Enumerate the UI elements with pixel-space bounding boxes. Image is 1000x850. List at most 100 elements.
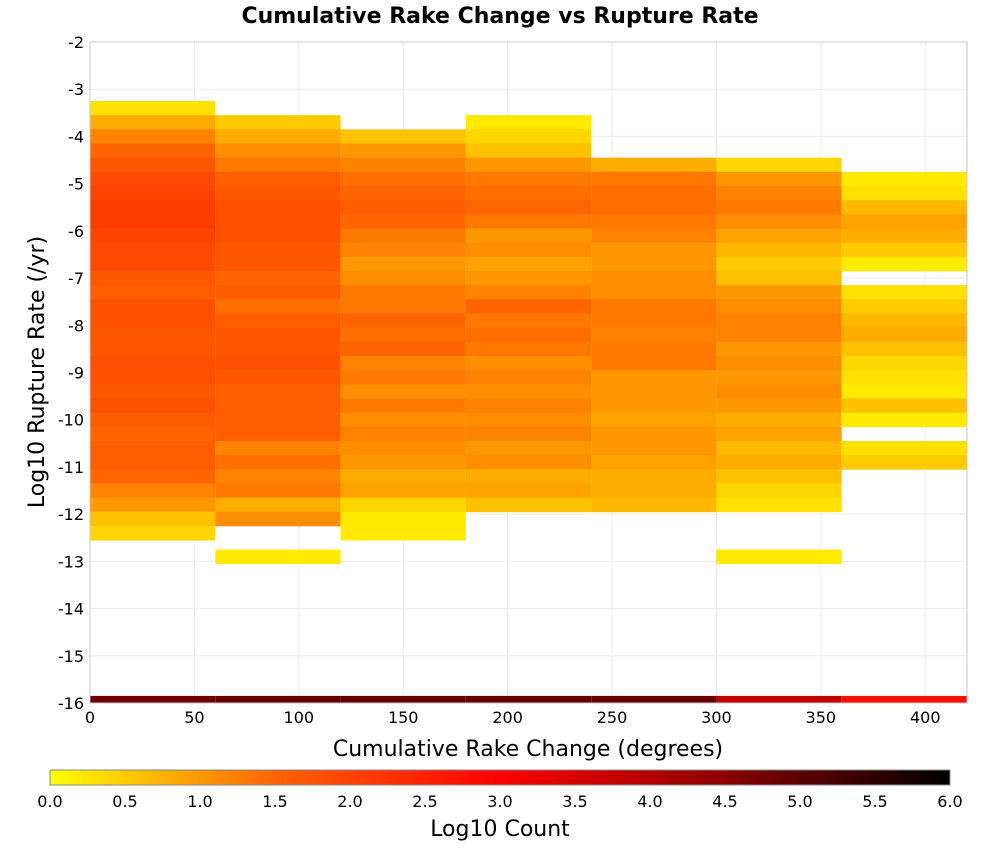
heatmap-cell	[215, 469, 341, 484]
heatmap-cell	[215, 370, 341, 385]
y-tick-label: -4	[68, 127, 84, 146]
heatmap-cell	[215, 313, 341, 329]
heatmap-cell	[841, 327, 967, 343]
heatmap-cell	[340, 384, 466, 399]
heatmap-cell	[465, 341, 592, 357]
heatmap-cell	[465, 370, 592, 385]
heatmap-cell	[465, 242, 592, 258]
colorbar-label: Log10 Count	[430, 817, 570, 842]
heatmap-cell	[591, 355, 717, 371]
colorbar-tick-label: 2.5	[412, 792, 437, 811]
heatmap-cell	[90, 455, 216, 470]
heatmap-cell	[591, 412, 717, 428]
heatmap-cell	[841, 214, 967, 229]
heatmap-cell	[215, 129, 341, 144]
heatmap-cell	[841, 242, 967, 258]
colorbar-tick-label: 4.0	[637, 792, 662, 811]
colorbar-tick-label: 1.0	[187, 792, 212, 811]
heatmap-cell	[841, 398, 967, 414]
heatmap-cell	[716, 313, 842, 329]
heatmap-cell	[591, 483, 717, 499]
heatmap-cell	[90, 412, 216, 428]
heatmap-cell	[716, 270, 842, 286]
heatmap-cell	[340, 412, 466, 428]
heatmap-cell	[716, 186, 842, 201]
heatmap-cell	[215, 549, 341, 565]
y-tick-label: -8	[68, 316, 84, 335]
heatmap-cell	[465, 214, 592, 229]
y-tick-label: -12	[58, 505, 84, 524]
heatmap-cell	[215, 398, 341, 414]
heatmap-cell	[465, 200, 592, 215]
x-tick-label: 350	[806, 708, 837, 727]
heatmap-cell	[716, 242, 842, 258]
heatmap-cell	[90, 256, 216, 272]
heatmap-cell	[716, 370, 842, 385]
heatmap-cell	[465, 327, 592, 343]
heatmap-cell	[591, 695, 717, 704]
heatmap-cell	[716, 695, 842, 704]
x-tick-label: 400	[910, 708, 941, 727]
heatmap-cell	[340, 341, 466, 357]
heatmap-cell	[90, 440, 216, 456]
heatmap-cell	[591, 171, 717, 187]
heatmap-cell	[465, 299, 592, 314]
heatmap-cell	[340, 355, 466, 371]
heatmap-cell	[215, 256, 341, 272]
heatmap-cell	[591, 497, 717, 513]
heatmap-cell	[340, 469, 466, 484]
heatmap-cell	[716, 157, 842, 173]
heatmap-cell	[340, 497, 466, 513]
heatmap-cell	[591, 228, 717, 244]
colorbar-tick-label: 0.0	[37, 792, 62, 811]
heatmap-cell	[90, 242, 216, 258]
heatmap-cell	[716, 426, 842, 442]
heatmap-cell	[716, 200, 842, 215]
heatmap-cell	[841, 313, 967, 329]
colorbar	[49, 769, 951, 786]
heatmap-cell	[716, 412, 842, 428]
heatmap-cell	[90, 299, 216, 314]
heatmap-cell	[90, 695, 216, 704]
colorbar-tick-label: 0.5	[112, 792, 137, 811]
heatmap-cell	[340, 525, 466, 541]
heatmap-cell	[90, 426, 216, 442]
heatmap-cell	[591, 285, 717, 300]
heatmap-cell	[90, 270, 216, 286]
heatmap-cell	[465, 483, 592, 499]
heatmap-cell	[340, 299, 466, 314]
colorbar-tick-label: 5.5	[862, 792, 887, 811]
heatmap-cell	[465, 313, 592, 329]
heatmap-cell	[716, 256, 842, 272]
heatmap-cell	[716, 398, 842, 414]
heatmap-cell	[90, 157, 216, 173]
heatmap-cell	[340, 455, 466, 470]
heatmap-cell	[215, 270, 341, 286]
y-tick-label: -9	[68, 364, 84, 383]
heatmap-cell	[215, 171, 341, 187]
heatmap-cell	[841, 228, 967, 244]
heatmap-cell	[841, 186, 967, 201]
heatmap-cell	[215, 497, 341, 513]
y-tick-label: -2	[68, 33, 84, 52]
heatmap-cell	[340, 270, 466, 286]
heatmap-cell	[465, 186, 592, 201]
heatmap-cells	[90, 101, 967, 704]
heatmap-cell	[465, 285, 592, 300]
x-tick-label: 0	[85, 708, 95, 727]
x-tick-label: 50	[184, 708, 204, 727]
heatmap-cell	[465, 426, 592, 442]
heatmap-cell	[591, 426, 717, 442]
heatmap-cell	[841, 455, 967, 470]
heatmap-cell	[716, 171, 842, 187]
heatmap-cell	[215, 426, 341, 442]
heatmap-cell	[841, 370, 967, 385]
heatmap-cell	[716, 483, 842, 499]
x-tick-label: 200	[492, 708, 523, 727]
heatmap-cell	[215, 285, 341, 300]
heatmap-cell	[465, 143, 592, 159]
heatmap-cell	[841, 440, 967, 456]
heatmap-cell	[215, 200, 341, 215]
heatmap-cell	[465, 171, 592, 187]
